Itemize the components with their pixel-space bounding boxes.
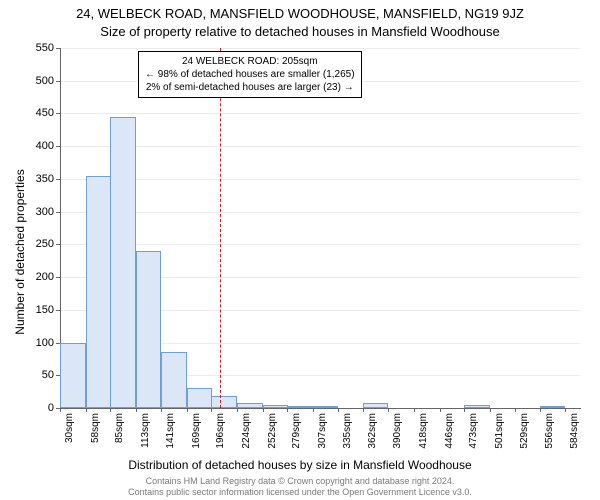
reference-line [220,48,221,408]
grid-line [60,113,580,114]
x-tick-label: 58sqm [90,413,101,453]
x-tick-mark [161,408,162,412]
x-tick-label: 529sqm [519,413,530,453]
x-tick-label: 307sqm [317,413,328,453]
x-tick-mark [287,408,288,412]
y-tick-label: 350 [14,173,54,185]
y-tick-label: 0 [14,402,54,414]
x-tick-mark [187,408,188,412]
x-tick-label: 279sqm [291,413,302,453]
y-tick-label: 250 [14,238,54,250]
x-tick-label: 113sqm [140,413,151,453]
x-tick-mark [565,408,566,412]
y-tick-label: 400 [14,140,54,152]
x-tick-mark [414,408,415,412]
x-tick-label: 335sqm [342,413,353,453]
annotation-line: ← 98% of detached houses are smaller (1,… [145,68,355,81]
y-tick-label: 50 [14,369,54,381]
footnote: Contains HM Land Registry data © Crown c… [0,476,600,498]
x-tick-label: 169sqm [191,413,202,453]
footnote-line-1: Contains HM Land Registry data © Crown c… [0,476,600,487]
x-tick-label: 446sqm [444,413,455,453]
x-tick-label: 30sqm [64,413,75,453]
histogram-bar [263,405,289,408]
histogram-bar [313,406,339,408]
y-tick-label: 150 [14,304,54,316]
x-tick-label: 252sqm [267,413,278,453]
annotation-line: 24 WELBECK ROAD: 205sqm [145,55,355,68]
grid-line [60,212,580,213]
histogram-bar [86,176,112,408]
x-tick-mark [211,408,212,412]
grid-line [60,179,580,180]
x-tick-label: 362sqm [367,413,378,453]
annotation-box: 24 WELBECK ROAD: 205sqm← 98% of detached… [138,51,362,98]
chart-subtitle: Size of property relative to detached ho… [0,24,600,39]
x-tick-mark [136,408,137,412]
y-tick-label: 200 [14,271,54,283]
x-tick-mark [263,408,264,412]
x-tick-mark [388,408,389,412]
x-tick-mark [440,408,441,412]
x-tick-mark [86,408,87,412]
histogram-bar [237,403,263,408]
y-tick-label: 300 [14,206,54,218]
x-tick-mark [515,408,516,412]
y-tick-label: 550 [14,42,54,54]
y-tick-label: 500 [14,75,54,87]
x-tick-mark [237,408,238,412]
x-tick-label: 584sqm [569,413,580,453]
x-tick-label: 85sqm [114,413,125,453]
histogram-bar [540,406,566,408]
annotation-line: 2% of semi-detached houses are larger (2… [145,81,355,94]
x-tick-mark [338,408,339,412]
histogram-bar [211,396,237,408]
histogram-bar [464,405,490,408]
histogram-bar [60,343,86,408]
chart-title: 24, WELBECK ROAD, MANSFIELD WOODHOUSE, M… [0,6,600,21]
x-tick-label: 418sqm [418,413,429,453]
histogram-bar [363,403,389,408]
histogram-bar [110,117,136,408]
y-tick-label: 100 [14,337,54,349]
grid-line [60,146,580,147]
x-tick-mark [464,408,465,412]
x-tick-mark [363,408,364,412]
x-tick-label: 224sqm [241,413,252,453]
footnote-line-2: Contains public sector information licen… [0,487,600,498]
y-tick-label: 450 [14,107,54,119]
histogram-bar [161,352,187,408]
x-tick-label: 556sqm [544,413,555,453]
x-tick-label: 141sqm [165,413,176,453]
x-tick-mark [313,408,314,412]
x-tick-label: 473sqm [468,413,479,453]
x-tick-mark [60,408,61,412]
grid-line [60,244,580,245]
grid-line [60,48,580,49]
histogram-bar [136,251,162,408]
x-tick-mark [110,408,111,412]
histogram-bar [187,388,213,408]
x-tick-label: 196sqm [215,413,226,453]
histogram-bar [287,406,313,408]
chart-container: 24, WELBECK ROAD, MANSFIELD WOODHOUSE, M… [0,0,600,500]
x-tick-label: 390sqm [392,413,403,453]
x-axis-label: Distribution of detached houses by size … [0,458,600,472]
x-tick-mark [540,408,541,412]
x-tick-label: 501sqm [494,413,505,453]
plot-area: 050100150200250300350400450500550 30sqm5… [60,48,580,408]
x-tick-mark [490,408,491,412]
